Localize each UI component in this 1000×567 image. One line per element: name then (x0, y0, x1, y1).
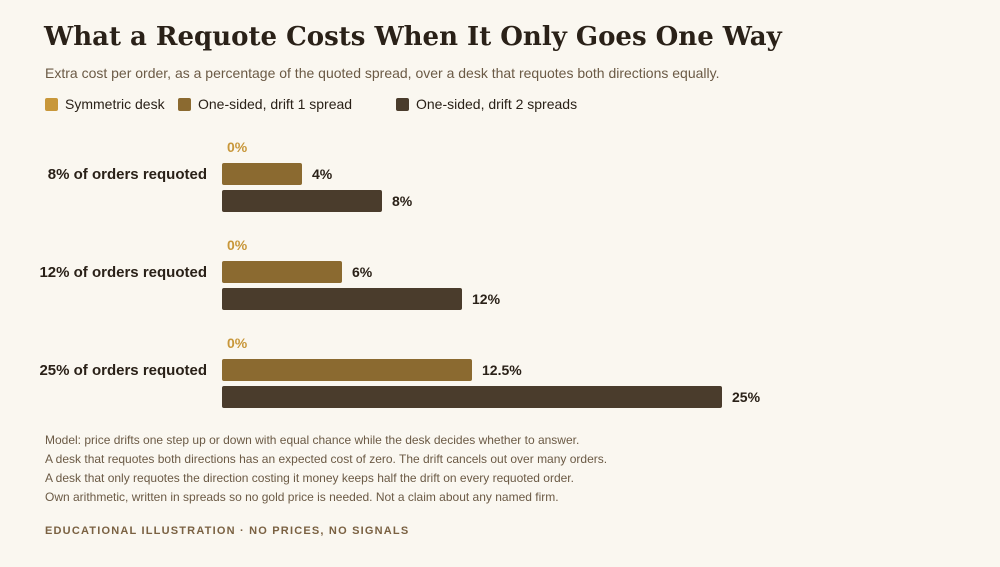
data-label: 12% (472, 291, 501, 307)
data-label: 0% (227, 335, 248, 351)
bar-chart: 8% of orders requoted 0% 4% 8% 12% of orders… (39, 139, 761, 408)
legend-swatch-drift-1 (178, 97, 191, 111)
bar (222, 386, 722, 408)
data-label: 12.5% (482, 362, 522, 378)
bar (222, 288, 462, 310)
chart-subtitle: Extra cost per order, as a percentage of… (45, 65, 720, 81)
legend-label-drift-2: One-sided, drift 2 spreads (416, 96, 578, 112)
bar (222, 359, 472, 381)
data-label: 0% (227, 139, 248, 155)
footnote-line: A desk that only requotes the direction … (45, 471, 574, 485)
bar (222, 163, 302, 185)
legend-swatch-drift-2 (396, 97, 409, 111)
bar (222, 261, 342, 283)
legend-label-symmetric: Symmetric desk (65, 96, 165, 112)
footnote-line: Own arithmetic, written in spreads so no… (45, 490, 559, 504)
footer-tag: EDUCATIONAL ILLUSTRATION · NO PRICES, NO… (45, 525, 410, 537)
data-label: 6% (352, 264, 373, 280)
category-label: 8% of orders requoted (48, 166, 207, 183)
footnote-line: A desk that requotes both directions has… (45, 452, 608, 466)
legend-item-drift-2: One-sided, drift 2 spreads (396, 96, 577, 112)
chart-title: What a Requote Costs When It Only Goes O… (44, 22, 782, 52)
category-label: 25% of orders requoted (39, 362, 207, 379)
footnote-line: Model: price drifts one step up or down … (45, 433, 580, 447)
bar (222, 190, 382, 212)
data-label: 8% (392, 193, 413, 209)
legend-swatch-symmetric (45, 97, 58, 111)
category-label: 12% of orders requoted (39, 264, 207, 281)
data-label: 0% (227, 237, 248, 253)
data-label: 4% (312, 166, 333, 182)
footnotes: Model: price drifts one step up or down … (45, 431, 607, 507)
legend-label-drift-1: One-sided, drift 1 spread (198, 96, 353, 112)
data-label: 25% (732, 389, 761, 405)
legend: Symmetric desk One-sided, drift 1 spread… (0, 96, 1000, 114)
legend-item-symmetric: Symmetric desk (45, 96, 165, 112)
legend-item-drift-1: One-sided, drift 1 spread (178, 96, 352, 112)
